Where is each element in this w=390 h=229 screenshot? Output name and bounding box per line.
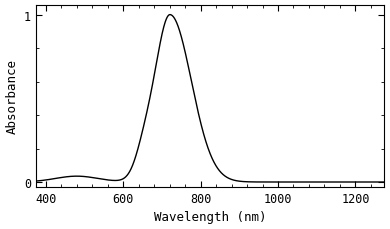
Y-axis label: Absorbance: Absorbance	[5, 59, 19, 134]
X-axis label: Wavelength (nm): Wavelength (nm)	[154, 210, 266, 224]
